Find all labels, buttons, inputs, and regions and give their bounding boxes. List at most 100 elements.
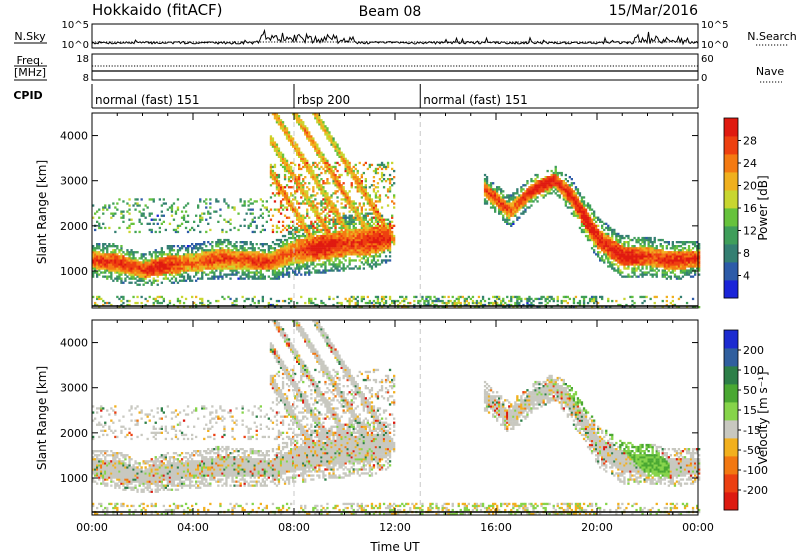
heatmap-cell: [304, 194, 307, 197]
heatmap-cell: [336, 253, 339, 256]
heatmap-cell: [253, 271, 256, 274]
heatmap-cell: [498, 295, 501, 299]
heatmap-cell: [393, 238, 396, 242]
heatmap-cell: [277, 263, 281, 266]
heatmap-cell: [292, 145, 295, 148]
heatmap-cell: [316, 145, 319, 148]
heatmap-cell: [302, 127, 305, 130]
heatmap-cell: [271, 228, 275, 232]
heatmap-cell: [330, 243, 333, 246]
heatmap-cell: [582, 212, 586, 215]
heatmap-cell: [237, 255, 240, 258]
heatmap-cell: [285, 253, 289, 256]
heatmap-cell: [205, 265, 208, 268]
heatmap-cell: [326, 163, 329, 167]
heatmap-cell: [304, 273, 307, 276]
heatmap-cell: [207, 249, 210, 252]
heatmap-cell: [267, 251, 270, 254]
heatmap-cell: [245, 251, 248, 254]
heatmap-cell: [312, 226, 315, 230]
heatmap-cell: [138, 257, 141, 260]
heatmap-cell: [310, 206, 313, 209]
heatmap-cell: [118, 226, 121, 230]
heatmap-cell: [326, 202, 329, 205]
heatmap-cell: [593, 241, 596, 244]
heatmap-cell: [374, 243, 378, 246]
heatmap-cell: [516, 297, 519, 301]
heatmap-cell: [306, 249, 309, 252]
heatmap-cell: [388, 180, 392, 183]
heatmap-cell: [350, 169, 353, 173]
heatmap-cell: [296, 230, 299, 234]
heatmap-cell: [120, 216, 123, 219]
noise-tick-bottom-right: 10^0: [701, 40, 728, 51]
heatmap-cell: [310, 176, 313, 179]
heatmap-cell: [158, 218, 161, 221]
heatmap-cell: [146, 267, 149, 270]
heatmap-cell: [290, 173, 293, 177]
heatmap-cell: [401, 299, 404, 303]
heatmap-cell: [360, 238, 363, 242]
heatmap-cell: [199, 218, 202, 221]
heatmap-cell: [122, 265, 125, 268]
heatmap-cell: [360, 253, 363, 256]
heatmap-cell: [564, 173, 567, 177]
heatmap-cell: [217, 243, 220, 246]
noise-panel: N.Sky N.Search 10^5 10^0 10^5 10^0: [14, 20, 797, 51]
heatmap-cell: [578, 214, 582, 217]
heatmap-cell: [223, 263, 226, 266]
heatmap-cell: [437, 299, 440, 303]
heatmap-cell: [386, 196, 390, 199]
heatmap-cell: [267, 214, 270, 217]
heatmap-cell: [346, 220, 349, 223]
heatmap-cell: [370, 238, 374, 242]
heatmap-cell: [168, 261, 172, 264]
heatmap-cell: [306, 159, 309, 162]
heatmap-cell: [457, 306, 460, 309]
heatmap-cell: [332, 249, 335, 252]
heatmap-cell: [352, 202, 355, 205]
heatmap-cell: [316, 263, 319, 266]
heatmap-cell: [162, 214, 165, 217]
heatmap-cell: [251, 218, 254, 221]
heatmap-cell: [364, 255, 367, 258]
heatmap-cell: [338, 243, 341, 246]
heatmap-cell: [239, 257, 242, 260]
heatmap-cell: [281, 155, 285, 158]
heatmap-cell: [368, 198, 371, 201]
heatmap-cell: [112, 251, 115, 254]
heatmap-cell: [494, 202, 497, 205]
heatmap-cell: [597, 243, 600, 246]
heatmap-cell: [100, 257, 103, 260]
heatmap-cell: [358, 186, 361, 189]
heatmap-cell: [370, 226, 374, 230]
heatmap-cell: [120, 249, 123, 252]
heatmap-cell: [358, 228, 361, 232]
heatmap-cell: [344, 226, 347, 230]
heatmap-cell: [328, 295, 331, 299]
heatmap-cell: [556, 173, 559, 177]
heatmap-cell: [342, 188, 345, 191]
heatmap-cell: [368, 265, 371, 268]
heatmap-cell: [120, 271, 123, 274]
heatmap-cell: [324, 255, 327, 258]
heatmap-cell: [316, 210, 319, 213]
heatmap-cell: [98, 208, 101, 211]
heatmap-cell: [318, 238, 321, 242]
heatmap-cell: [348, 234, 351, 238]
heatmap-cell: [314, 161, 317, 165]
heatmap-cell: [344, 230, 347, 234]
heatmap-cell: [338, 184, 341, 187]
heatmap-cell: [560, 182, 563, 185]
heatmap-cell: [104, 226, 107, 230]
heatmap-cell: [502, 210, 505, 213]
heatmap-cell: [542, 180, 545, 183]
heatmap-cell: [494, 196, 497, 199]
heatmap-cell: [118, 259, 121, 262]
heatmap-cell: [492, 204, 495, 207]
heatmap-cell: [590, 234, 594, 238]
heatmap-cell: [316, 218, 319, 221]
heatmap-cell: [463, 301, 466, 305]
heatmap-cell: [487, 198, 491, 201]
heatmap-cell: [144, 263, 147, 266]
